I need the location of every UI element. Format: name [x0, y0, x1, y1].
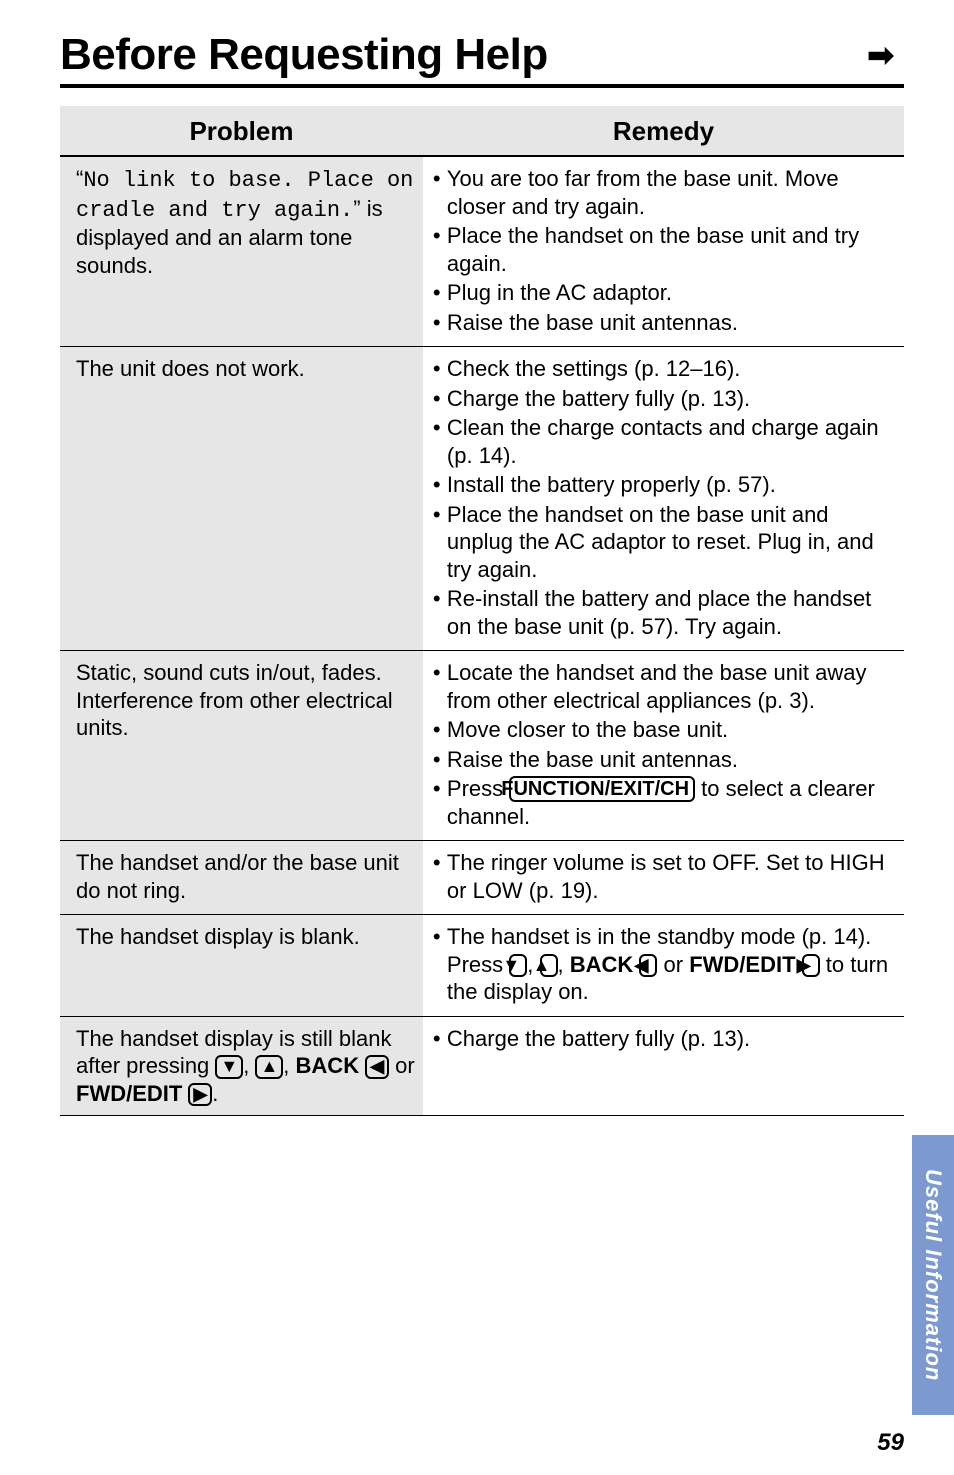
remedy-cell: Locate the handset and the base unit awa…: [423, 651, 904, 841]
table-row: “No link to base. Place on cradle and tr…: [60, 156, 904, 347]
table-row: The handset and/or the base unit do not …: [60, 841, 904, 915]
remedy-item: Check the settings (p. 12–16).: [447, 355, 896, 383]
remedy-item: Raise the base unit antennas.: [447, 746, 896, 774]
remedy-item: Locate the handset and the base unit awa…: [447, 659, 896, 714]
col-header-problem: Problem: [60, 106, 423, 156]
remedy-cell: The ringer volume is set to OFF. Set to …: [423, 841, 904, 915]
problem-cell: The handset and/or the base unit do not …: [60, 841, 423, 915]
remedy-item: Re-install the battery and place the han…: [447, 585, 896, 640]
remedy-cell: The handset is in the standby mode (p. 1…: [423, 915, 904, 1017]
table-row: The handset display is still blank after…: [60, 1016, 904, 1116]
remedy-item: Charge the battery fully (p. 13).: [447, 385, 896, 413]
page-title: Before Requesting Help: [60, 30, 548, 80]
problem-cell: The unit does not work.: [60, 347, 423, 651]
troubleshooting-table: Problem Remedy “No link to base. Place o…: [60, 106, 904, 1116]
remedy-item: Charge the battery fully (p. 13).: [447, 1025, 896, 1053]
remedy-item: Press FUNCTION/EXIT/CH to select a clear…: [447, 775, 896, 830]
remedy-item: Plug in the AC adaptor.: [447, 279, 896, 307]
continue-arrow-icon: ➡: [867, 36, 894, 74]
table-row: The unit does not work.Check the setting…: [60, 347, 904, 651]
remedy-cell: Check the settings (p. 12–16).Charge the…: [423, 347, 904, 651]
page-number: 59: [877, 1429, 904, 1457]
table-row: The handset display is blank. The handset…: [60, 915, 904, 1017]
remedy-item: You are too far from the base unit. Move…: [447, 165, 896, 220]
remedy-item: The handset is in the standby mode (p. 1…: [447, 923, 896, 1006]
remedy-item: Place the handset on the base unit and t…: [447, 222, 896, 277]
section-tab-label: Useful Information: [920, 1169, 946, 1381]
remedy-item: Place the handset on the base unit and u…: [447, 501, 896, 584]
section-tab: Useful Information: [912, 1135, 954, 1415]
remedy-item: Raise the base unit antennas.: [447, 309, 896, 337]
remedy-item: The ringer volume is set to OFF. Set to …: [447, 849, 896, 904]
problem-cell: “No link to base. Place on cradle and tr…: [60, 156, 423, 347]
page-header: Before Requesting Help ➡: [60, 30, 904, 88]
problem-cell: The handset display is still blank after…: [60, 1016, 423, 1116]
col-header-remedy: Remedy: [423, 106, 904, 156]
remedy-cell: Charge the battery fully (p. 13).: [423, 1016, 904, 1116]
remedy-item: Move closer to the base unit.: [447, 716, 896, 744]
remedy-item: Clean the charge contacts and charge aga…: [447, 414, 896, 469]
remedy-cell: You are too far from the base unit. Move…: [423, 156, 904, 347]
table-row: Static, sound cuts in/out, fades. Interf…: [60, 651, 904, 841]
problem-cell: The handset display is blank.: [60, 915, 423, 1017]
problem-cell: Static, sound cuts in/out, fades. Interf…: [60, 651, 423, 841]
remedy-item: Install the battery properly (p. 57).: [447, 471, 896, 499]
